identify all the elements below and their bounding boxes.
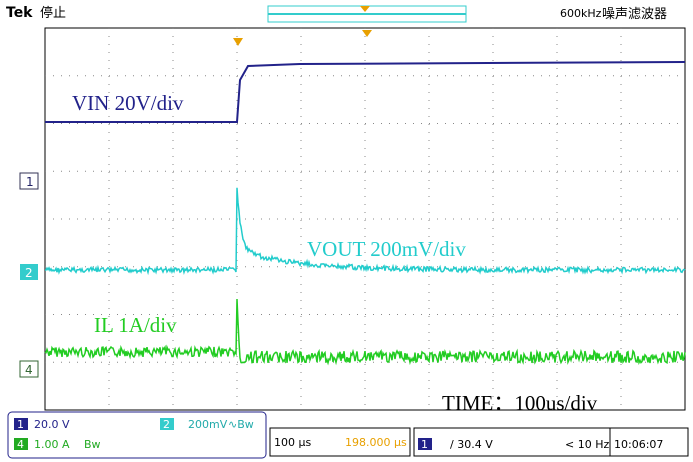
vout-label: VOUT 200mV/div — [307, 237, 466, 261]
ch2-bw: ∿Bw — [228, 418, 254, 431]
clock: 10:06:07 — [614, 438, 663, 451]
position: 198.000 µs — [345, 436, 407, 449]
filter-label: 噪声滤波器 — [602, 7, 667, 22]
ch1-num: 1 — [17, 418, 24, 431]
time-label: TIME：100us/div — [442, 391, 598, 415]
ch4-bw: Bw — [84, 438, 101, 451]
timebase: 100 µs — [274, 436, 311, 449]
ch4-scale: 1.00 A — [34, 438, 70, 451]
ch2-num: 2 — [163, 418, 170, 431]
trig-freq: < 10 Hz — [565, 438, 609, 451]
il-label: IL 1A/div — [94, 313, 177, 337]
ch2-scale: 200mV — [188, 418, 228, 431]
ch1-marker-label: 1 — [26, 175, 34, 189]
run-status: 停止 — [40, 5, 66, 21]
trig-level: / 30.4 V — [450, 438, 493, 451]
filter-freq: 600kHz — [560, 7, 602, 20]
vin-label: VIN 20V/div — [72, 91, 184, 115]
trig-source: 1 — [421, 438, 428, 451]
ch2-marker-label: 2 — [25, 266, 33, 280]
brand: Tek — [6, 5, 33, 21]
ch4-marker-label: 4 — [25, 363, 33, 377]
ch4-num: 4 — [17, 438, 24, 451]
ch1-scale: 20.0 V — [34, 418, 70, 431]
oscilloscope-screen: Tek 停止 600kHz 噪声滤波器 1 2 4 VIN 20V/div VO… — [0, 0, 693, 462]
